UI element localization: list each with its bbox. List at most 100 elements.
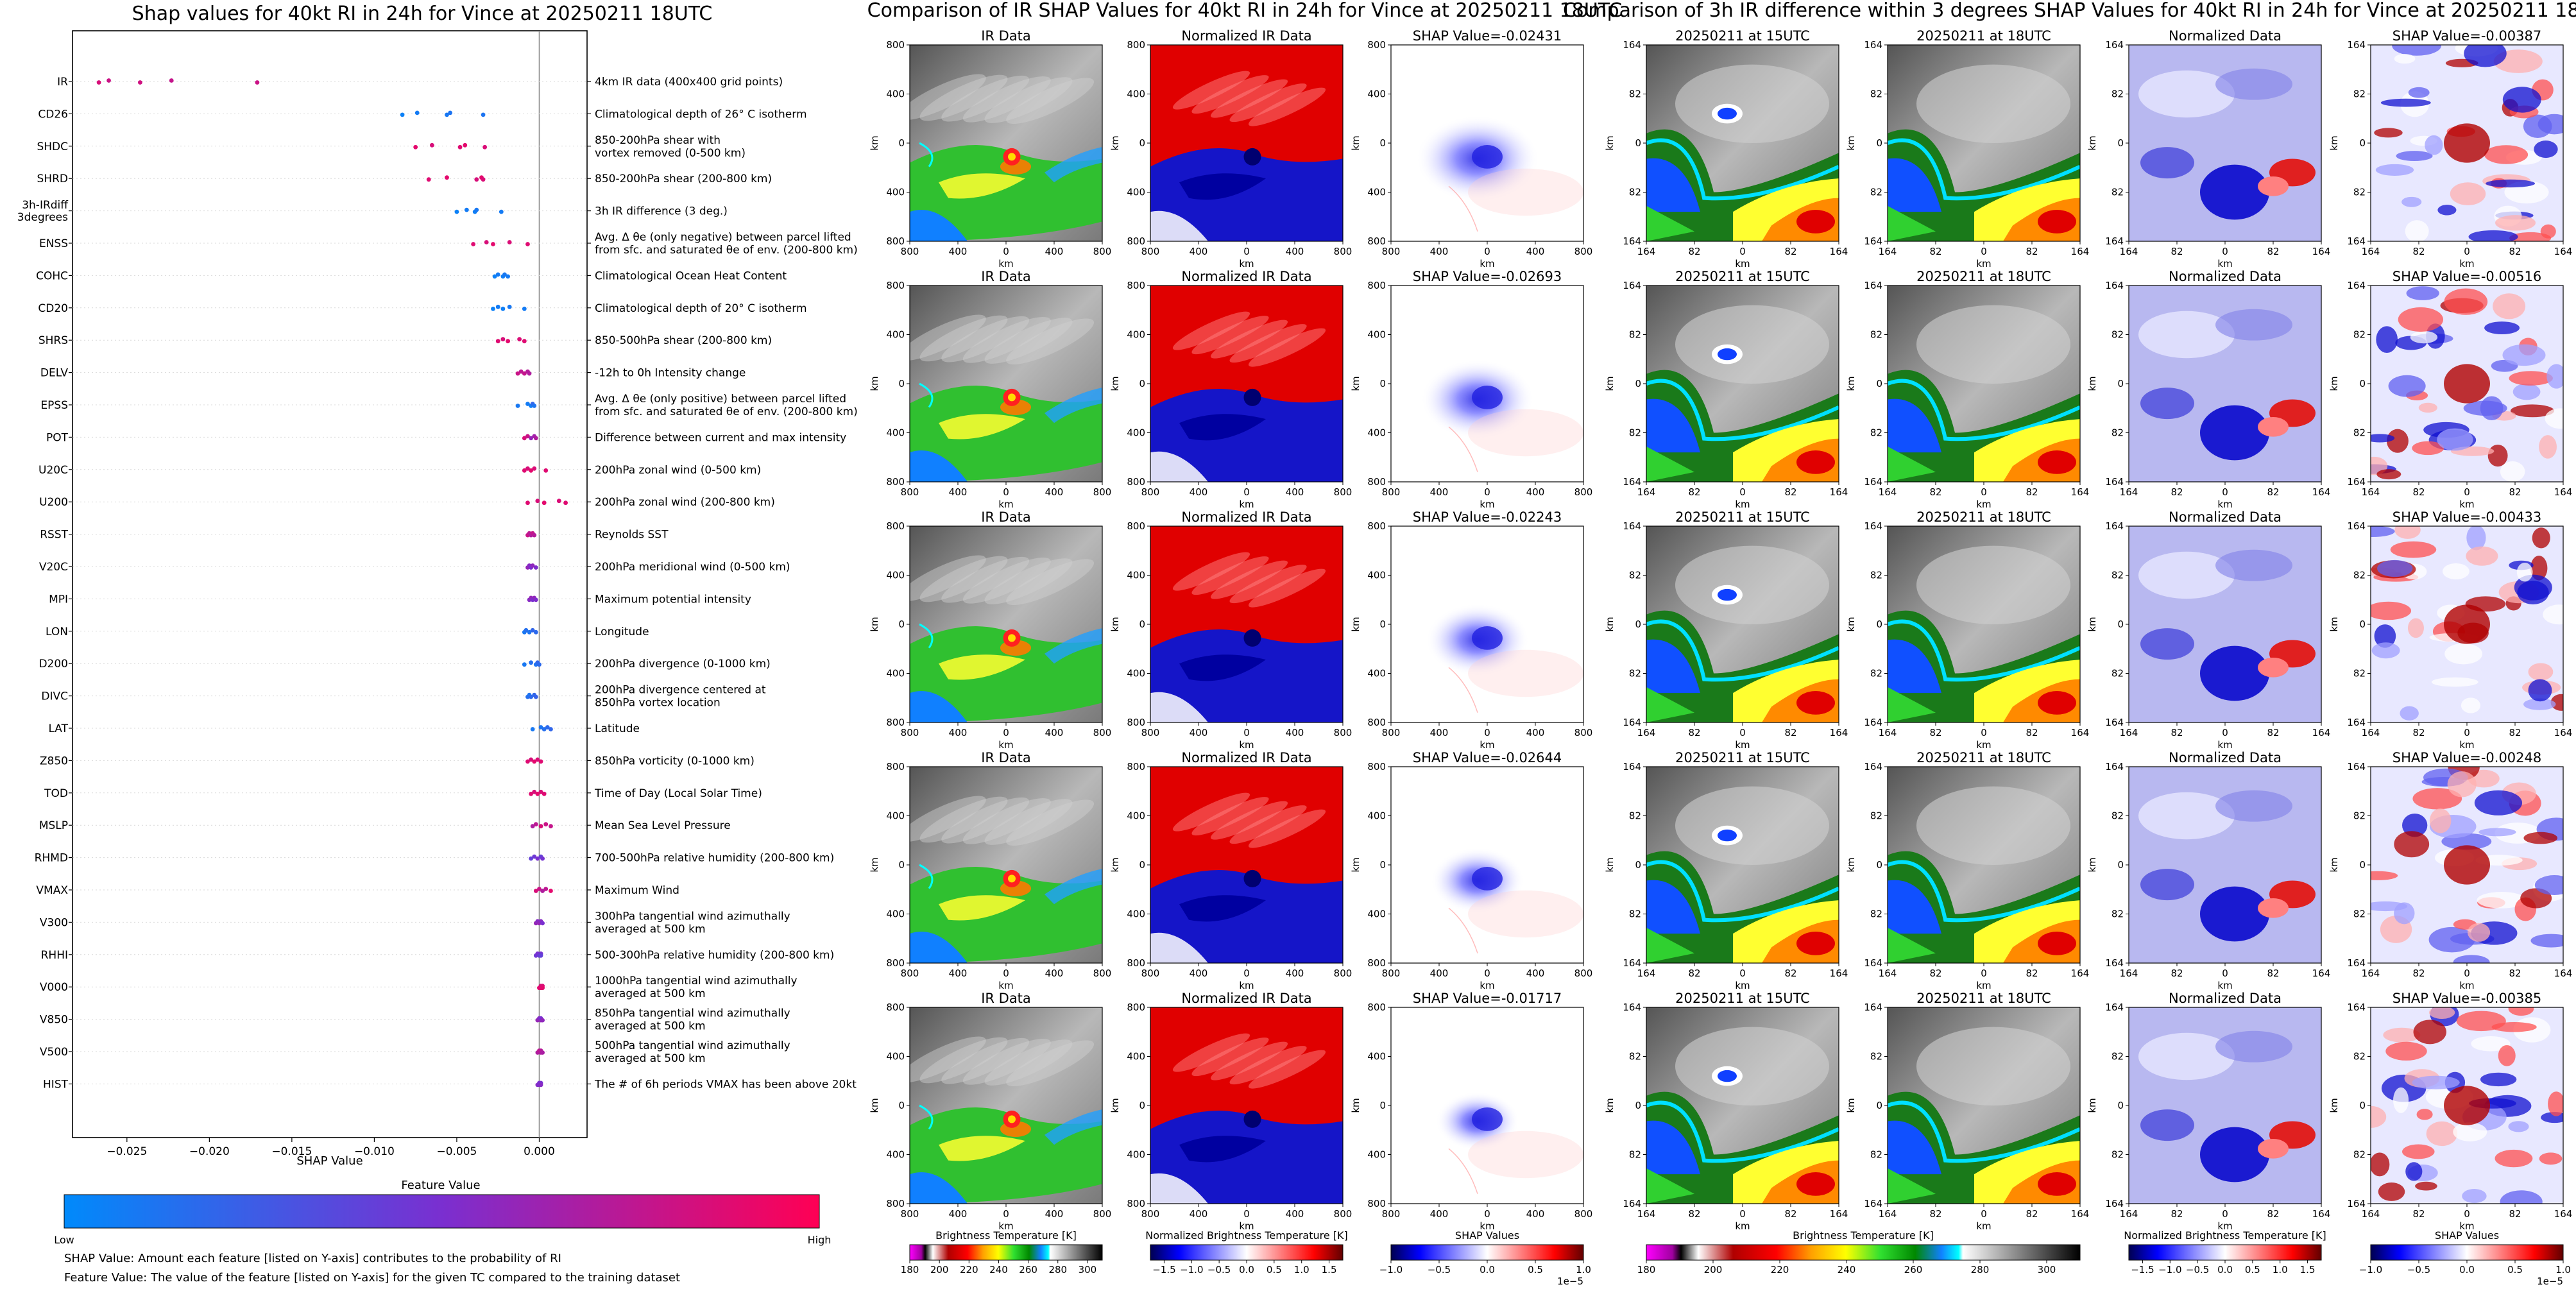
y-tick-label: 400	[1367, 427, 1386, 439]
colorbar-tick-label: 300	[1079, 1264, 1097, 1276]
panel-title: SHAP Value=-0.02644	[1413, 750, 1562, 765]
normalized-ir-image	[1150, 45, 1343, 241]
shap-row-shrd: SHRD 850-200hPa shear (200-800 km)	[37, 173, 772, 185]
y-axis-label: km	[2328, 376, 2340, 391]
x-tick-label: 164	[1830, 968, 1848, 979]
normalized-difference-image	[2129, 767, 2321, 963]
feature-description: 200hPa divergence centered at	[595, 684, 766, 697]
shap-point	[530, 727, 535, 731]
y-tick-label: 0	[898, 137, 905, 149]
x-axis-label: km	[1480, 980, 1494, 991]
x-tick-label: 800	[1574, 486, 1593, 498]
y-axis-label: km	[1845, 617, 1857, 631]
y-tick-label: 0	[1139, 1100, 1145, 1111]
diff-norm-colorbar: Normalized Brightness Temperature [K] −1.…	[2124, 1229, 2326, 1276]
shap-point	[532, 854, 537, 859]
x-tick-label: −0.015	[271, 1145, 312, 1158]
x-axis-label: km	[2217, 739, 2232, 751]
colorbar-gradient	[2370, 1244, 2564, 1261]
ir-comparison-title: Comparison of IR SHAP Values for 40kt RI…	[867, 0, 1623, 22]
y-tick-label: 164	[2105, 761, 2124, 773]
x-tick-label: 82	[2267, 968, 2279, 979]
x-tick-label: 164	[1879, 1208, 1897, 1220]
y-tick-label: 82	[2111, 909, 2124, 920]
panel-title: SHAP Value=-0.00516	[2393, 269, 2542, 284]
y-tick-label: 164	[2347, 717, 2366, 728]
x-axis-label: km	[2217, 499, 2232, 510]
feature-label: CD20	[38, 302, 68, 315]
shap-point	[96, 80, 101, 85]
y-axis-label: km	[1845, 857, 1857, 872]
normalized-ir-image	[1150, 526, 1343, 722]
panel-title: SHAP Value=-0.01717	[1413, 991, 1562, 1006]
y-tick-label: 800	[1367, 39, 1386, 51]
y-tick-label: 164	[2347, 280, 2366, 291]
shap-point	[540, 921, 545, 926]
shap-note-1: SHAP Value: Amount each feature [listed …	[64, 1252, 561, 1265]
x-tick-label: 82	[1688, 727, 1700, 738]
x-axis-label: km	[998, 499, 1013, 510]
x-tick-label: 400	[1045, 1208, 1064, 1220]
colorbar-gradient	[1646, 1244, 2081, 1261]
shap-x-label: SHAP Value	[296, 1154, 363, 1168]
x-tick-label: 164	[1637, 486, 1656, 498]
y-axis-label: km	[1109, 376, 1121, 391]
y-tick-label: 164	[2347, 957, 2366, 969]
feature-description: 500-300hPa relative humidity (200-800 km…	[595, 949, 834, 962]
y-tick-label: 164	[2105, 280, 2124, 291]
feature-label: D200	[38, 658, 68, 670]
x-tick-label: 82	[2171, 486, 2183, 498]
feature-description: The # of 6h periods VMAX has been above …	[594, 1078, 857, 1091]
colorbar-tick-label: 260	[1904, 1264, 1923, 1276]
x-tick-label: 82	[2171, 727, 2183, 738]
panel-title: Normalized IR Data	[1181, 750, 1311, 765]
y-tick-label: 82	[2353, 329, 2366, 341]
shap-point	[533, 597, 538, 602]
y-axis-label: km	[1350, 857, 1361, 872]
x-tick-label: 0	[1484, 1208, 1490, 1220]
y-tick-label: 164	[1864, 761, 1882, 773]
x-axis-label: km	[1976, 739, 1991, 751]
y-tick-label: 800	[1127, 1002, 1145, 1013]
x-tick-label: 82	[2412, 968, 2425, 979]
x-tick-label: 800	[1382, 486, 1401, 498]
y-tick-label: 400	[886, 1149, 905, 1161]
x-tick-label: 0.000	[524, 1145, 555, 1158]
y-tick-label: 164	[1864, 957, 1882, 969]
x-tick-label: 164	[2120, 968, 2138, 979]
y-tick-label: 164	[1623, 1002, 1641, 1013]
colorbar-tick-label: −1.0	[1180, 1264, 1203, 1276]
y-tick-label: 82	[1629, 668, 1641, 679]
y-tick-label: 0	[1876, 1100, 1882, 1111]
x-tick-label: 82	[1784, 486, 1796, 498]
panel-title: SHAP Value=-0.00387	[2393, 28, 2542, 44]
y-tick-label: 800	[886, 520, 905, 532]
x-tick-label: 0	[1739, 486, 1746, 498]
colorbar-label: Normalized Brightness Temperature [K]	[1145, 1229, 1348, 1242]
shap-row-lon: LON Longitude	[46, 626, 649, 638]
feature-description: 200hPa zonal wind (200-800 km)	[595, 496, 775, 509]
x-tick-label: 0	[1739, 968, 1746, 979]
shap-point	[525, 759, 530, 764]
x-tick-label: 0	[2464, 486, 2470, 498]
y-tick-label: 82	[1629, 1051, 1641, 1063]
shap-point	[495, 272, 500, 277]
shap-row-v20c: V20C 200hPa meridional wind (0-500 km)	[39, 561, 790, 574]
y-tick-label: 800	[1367, 520, 1386, 532]
y-tick-label: 164	[1623, 761, 1641, 773]
shap-row-hist: HIST The # of 6h periods VMAX has been ab…	[43, 1078, 857, 1091]
shap-point	[538, 759, 543, 764]
y-tick-label: 800	[1367, 761, 1386, 773]
panel-title: 20250211 at 18UTC	[1916, 750, 2051, 765]
shap-point	[556, 499, 561, 504]
shap-row-mpi: MPI Maximum potential intensity	[49, 593, 751, 606]
x-tick-label: 164	[2362, 727, 2380, 738]
x-axis-label: km	[1239, 1220, 1254, 1232]
x-tick-label: 0	[1981, 246, 1987, 257]
x-tick-label: 164	[2554, 968, 2573, 979]
x-tick-label: 164	[1879, 246, 1897, 257]
